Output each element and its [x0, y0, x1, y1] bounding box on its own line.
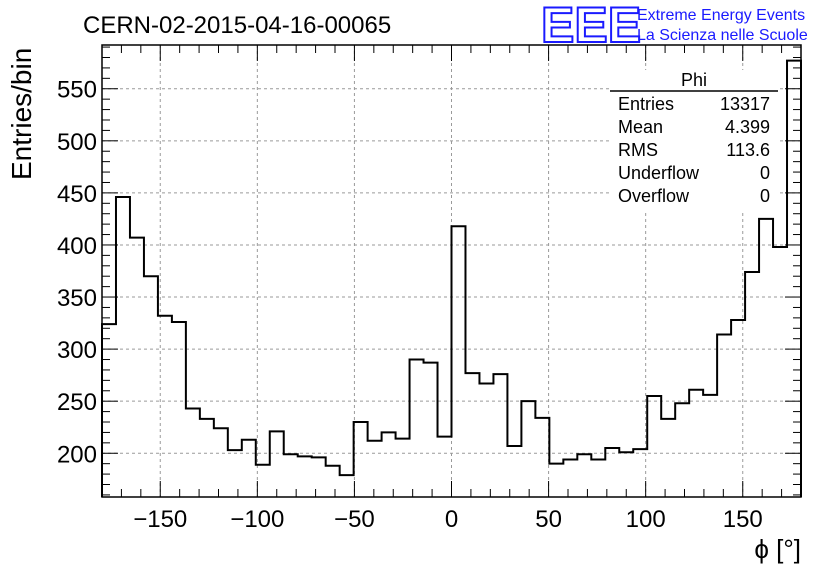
logo-line-2: La Scienza nelle Scuole: [637, 27, 808, 44]
x-tick-label: 100: [626, 506, 666, 533]
histogram-bin: [605, 448, 619, 497]
histogram-bin: [172, 322, 186, 497]
stats-label: Mean: [618, 117, 663, 137]
histogram-bin: [130, 238, 144, 497]
y-tick-label: 350: [57, 285, 97, 312]
histogram-bin: [535, 418, 549, 497]
logo-line-1: Extreme Energy Events: [637, 7, 805, 24]
y-tick-label: 500: [57, 129, 97, 156]
x-axis-label: ϕ [°]: [754, 534, 801, 564]
stats-title: Phi: [681, 70, 707, 90]
y-tick-label: 200: [57, 441, 97, 468]
stats-value: 13317: [720, 94, 770, 114]
histogram-bin: [228, 450, 242, 497]
y-tick-label: 550: [57, 77, 97, 104]
histogram-bin: [340, 475, 354, 497]
stats-value: 0: [760, 163, 770, 183]
y-tick-label: 400: [57, 233, 97, 260]
stats-label: Overflow: [618, 186, 690, 206]
histogram-bars: [101, 59, 802, 497]
y-tick-label: 250: [57, 389, 97, 416]
histogram-bin: [368, 441, 382, 497]
y-axis-label: Entries/bin: [6, 48, 37, 180]
histogram-bin: [354, 422, 368, 497]
histogram-bin: [773, 247, 787, 497]
histogram-bin: [186, 408, 200, 497]
histogram-bin: [675, 403, 689, 497]
histogram-bin: [465, 373, 479, 497]
y-tick-label: 300: [57, 337, 97, 364]
histogram-bin: [549, 464, 563, 497]
stats-value: 0: [760, 186, 770, 206]
histogram-outline: [101, 59, 802, 497]
histogram-bin: [326, 466, 340, 497]
logo-mark: EEE: [541, 0, 641, 53]
histogram-bin: [396, 439, 410, 497]
histogram-bin: [479, 383, 493, 497]
stats-label: Underflow: [618, 163, 700, 183]
histogram-bin: [270, 431, 284, 497]
histogram-bin: [745, 272, 759, 497]
axes: −150 −100 −50 0 50 100 150 200 250 300 350 400 450 50…: [57, 44, 802, 533]
histogram-bin: [591, 460, 605, 497]
histogram-bin: [424, 363, 438, 497]
y-tick-label: 450: [57, 181, 97, 208]
histogram-bin: [521, 401, 535, 497]
chart-title: CERN-02-2015-04-16-00065: [83, 12, 391, 39]
histogram-bin: [759, 219, 773, 497]
histogram-bin: [689, 390, 703, 497]
histogram-bin: [200, 419, 214, 497]
histogram-bin: [493, 374, 507, 497]
stats-value: 113.6: [726, 140, 770, 160]
stats-box: Phi Entries 13317 Mean 4.399 RMS 113.6 Underflo…: [610, 70, 778, 210]
histogram-bin: [256, 465, 270, 497]
histogram-bin: [116, 197, 130, 497]
stats-value: 4.399: [725, 117, 770, 137]
histogram-bin: [703, 395, 717, 497]
histogram-bin: [102, 324, 116, 497]
histogram-bin: [717, 335, 731, 497]
stats-background: [610, 70, 778, 210]
stats-label: Entries: [618, 94, 674, 114]
histogram-bin: [382, 432, 396, 497]
histogram-bin: [563, 460, 577, 497]
histogram-bin: [633, 449, 647, 497]
x-tick-label: 50: [535, 506, 562, 533]
histogram-bin: [787, 61, 801, 497]
stats-label: RMS: [618, 140, 658, 160]
histogram-bin: [298, 456, 312, 497]
x-tick-label: 150: [723, 506, 763, 533]
histogram-bin: [214, 428, 228, 497]
x-tick-label: −100: [230, 506, 284, 533]
histogram-bin: [284, 454, 298, 497]
histogram-bin: [577, 454, 591, 497]
histogram-bin: [312, 457, 326, 497]
x-tick-label: −50: [334, 506, 375, 533]
x-tick-label: −150: [133, 506, 187, 533]
histogram-bin: [452, 226, 466, 497]
histogram-bin: [438, 437, 452, 497]
histogram-bin: [661, 419, 675, 497]
histogram-bin: [647, 396, 661, 497]
histogram-bin: [242, 440, 256, 497]
histogram-bin: [144, 276, 158, 497]
x-tick-label: 0: [445, 506, 458, 533]
histogram-bin: [410, 360, 424, 497]
